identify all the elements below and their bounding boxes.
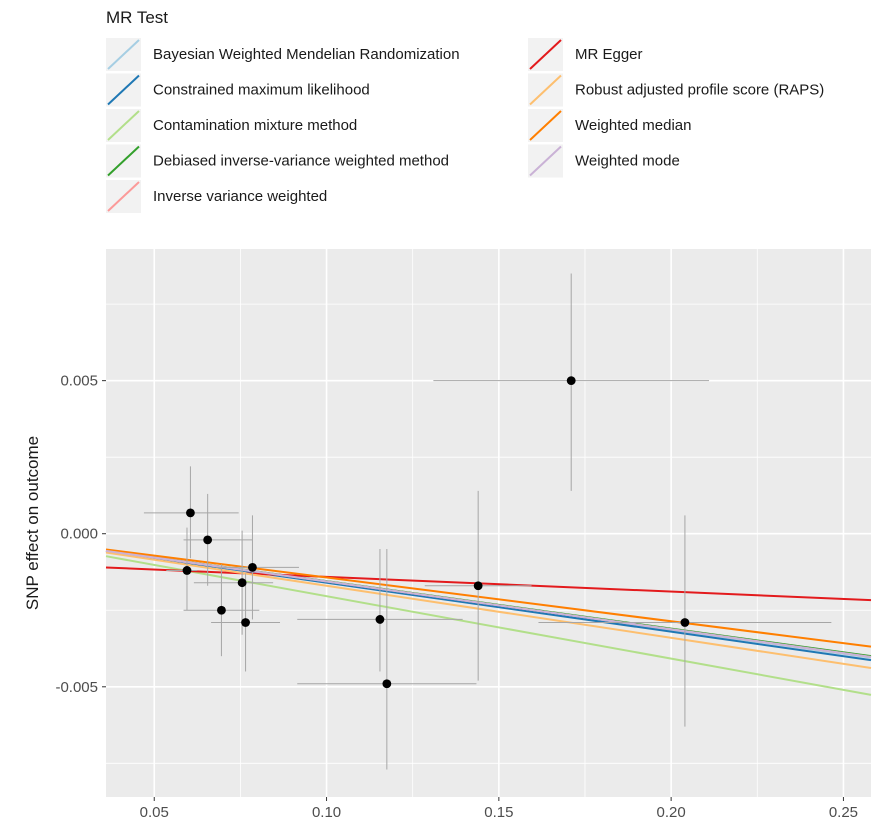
- data-point: [186, 508, 195, 518]
- legend-label: Constrained maximum likelihood: [153, 82, 370, 99]
- legend-item: Robust adjusted profile score (RAPS): [528, 73, 824, 107]
- legend-label: Robust adjusted profile score (RAPS): [575, 82, 824, 99]
- legend-key-line: [107, 181, 140, 212]
- y-axis: -0.005 0.000 0.005: [55, 373, 106, 696]
- legend-item: Constrained maximum likelihood: [106, 73, 370, 107]
- x-tick-label: 0.15: [484, 804, 513, 821]
- legend-key-line: [529, 74, 562, 106]
- data-points: [182, 376, 690, 689]
- data-point: [217, 605, 226, 615]
- legend-item: Weighted mode: [528, 144, 680, 178]
- legend-item: Debiased inverse-variance weighted metho…: [106, 144, 449, 178]
- data-point: [375, 615, 385, 624]
- y-axis-label: SNP effect on outcome: [23, 436, 42, 610]
- data-point: [473, 581, 483, 591]
- legend-key-line: [107, 110, 140, 141]
- regression-line: [105, 555, 872, 696]
- legend-label: Debiased inverse-variance weighted metho…: [153, 153, 449, 170]
- legend-label: Contamination mixture method: [153, 117, 357, 134]
- data-point: [382, 679, 392, 689]
- panel-background: [106, 249, 871, 797]
- data-point: [680, 618, 690, 627]
- legend-key-line: [107, 39, 140, 70]
- grid-lines: [106, 249, 871, 797]
- data-point: [241, 618, 250, 627]
- legend-key-line: [107, 145, 140, 177]
- data-point: [237, 578, 247, 588]
- x-tick-label: 0.10: [312, 804, 341, 821]
- legend-item: MR Egger: [528, 38, 643, 71]
- legend-item: Inverse variance weighted: [106, 180, 327, 213]
- legend-key-line: [529, 39, 562, 70]
- legend-item: Weighted median: [528, 109, 691, 142]
- y-tick-label: 0.000: [60, 526, 98, 543]
- legend-key-line: [107, 74, 140, 106]
- regression-line: [105, 549, 872, 658]
- x-tick-label: 0.25: [829, 804, 858, 821]
- plot-panel: [105, 249, 872, 797]
- data-point: [203, 535, 213, 545]
- legend-key-line: [529, 110, 562, 141]
- y-tick-label: 0.005: [60, 373, 98, 390]
- legend-label: Weighted mode: [575, 153, 680, 170]
- legend-label: Inverse variance weighted: [153, 188, 327, 205]
- legend-item: Bayesian Weighted Mendelian Randomizatio…: [106, 38, 460, 71]
- legend-title: MR Test: [106, 8, 168, 27]
- regression-line: [105, 566, 872, 602]
- data-point: [182, 566, 192, 575]
- regression-lines: [105, 548, 872, 696]
- legend-label: Weighted median: [575, 117, 691, 134]
- data-point: [566, 376, 576, 386]
- x-tick-label: 0.05: [140, 804, 169, 821]
- legend-item: Contamination mixture method: [106, 109, 357, 142]
- y-tick-label: -0.005: [55, 679, 98, 696]
- x-tick-label: 0.20: [657, 804, 686, 821]
- x-axis: 0.05 0.10 0.15 0.20 0.25: [140, 797, 858, 821]
- legend-key-line: [529, 145, 562, 177]
- legend-label: Bayesian Weighted Mendelian Randomizatio…: [153, 46, 460, 63]
- data-point: [248, 562, 257, 572]
- legend-label: MR Egger: [575, 46, 643, 63]
- legend: Bayesian Weighted Mendelian Randomizatio…: [106, 38, 824, 213]
- regression-line: [105, 551, 872, 669]
- regression-line: [105, 548, 872, 648]
